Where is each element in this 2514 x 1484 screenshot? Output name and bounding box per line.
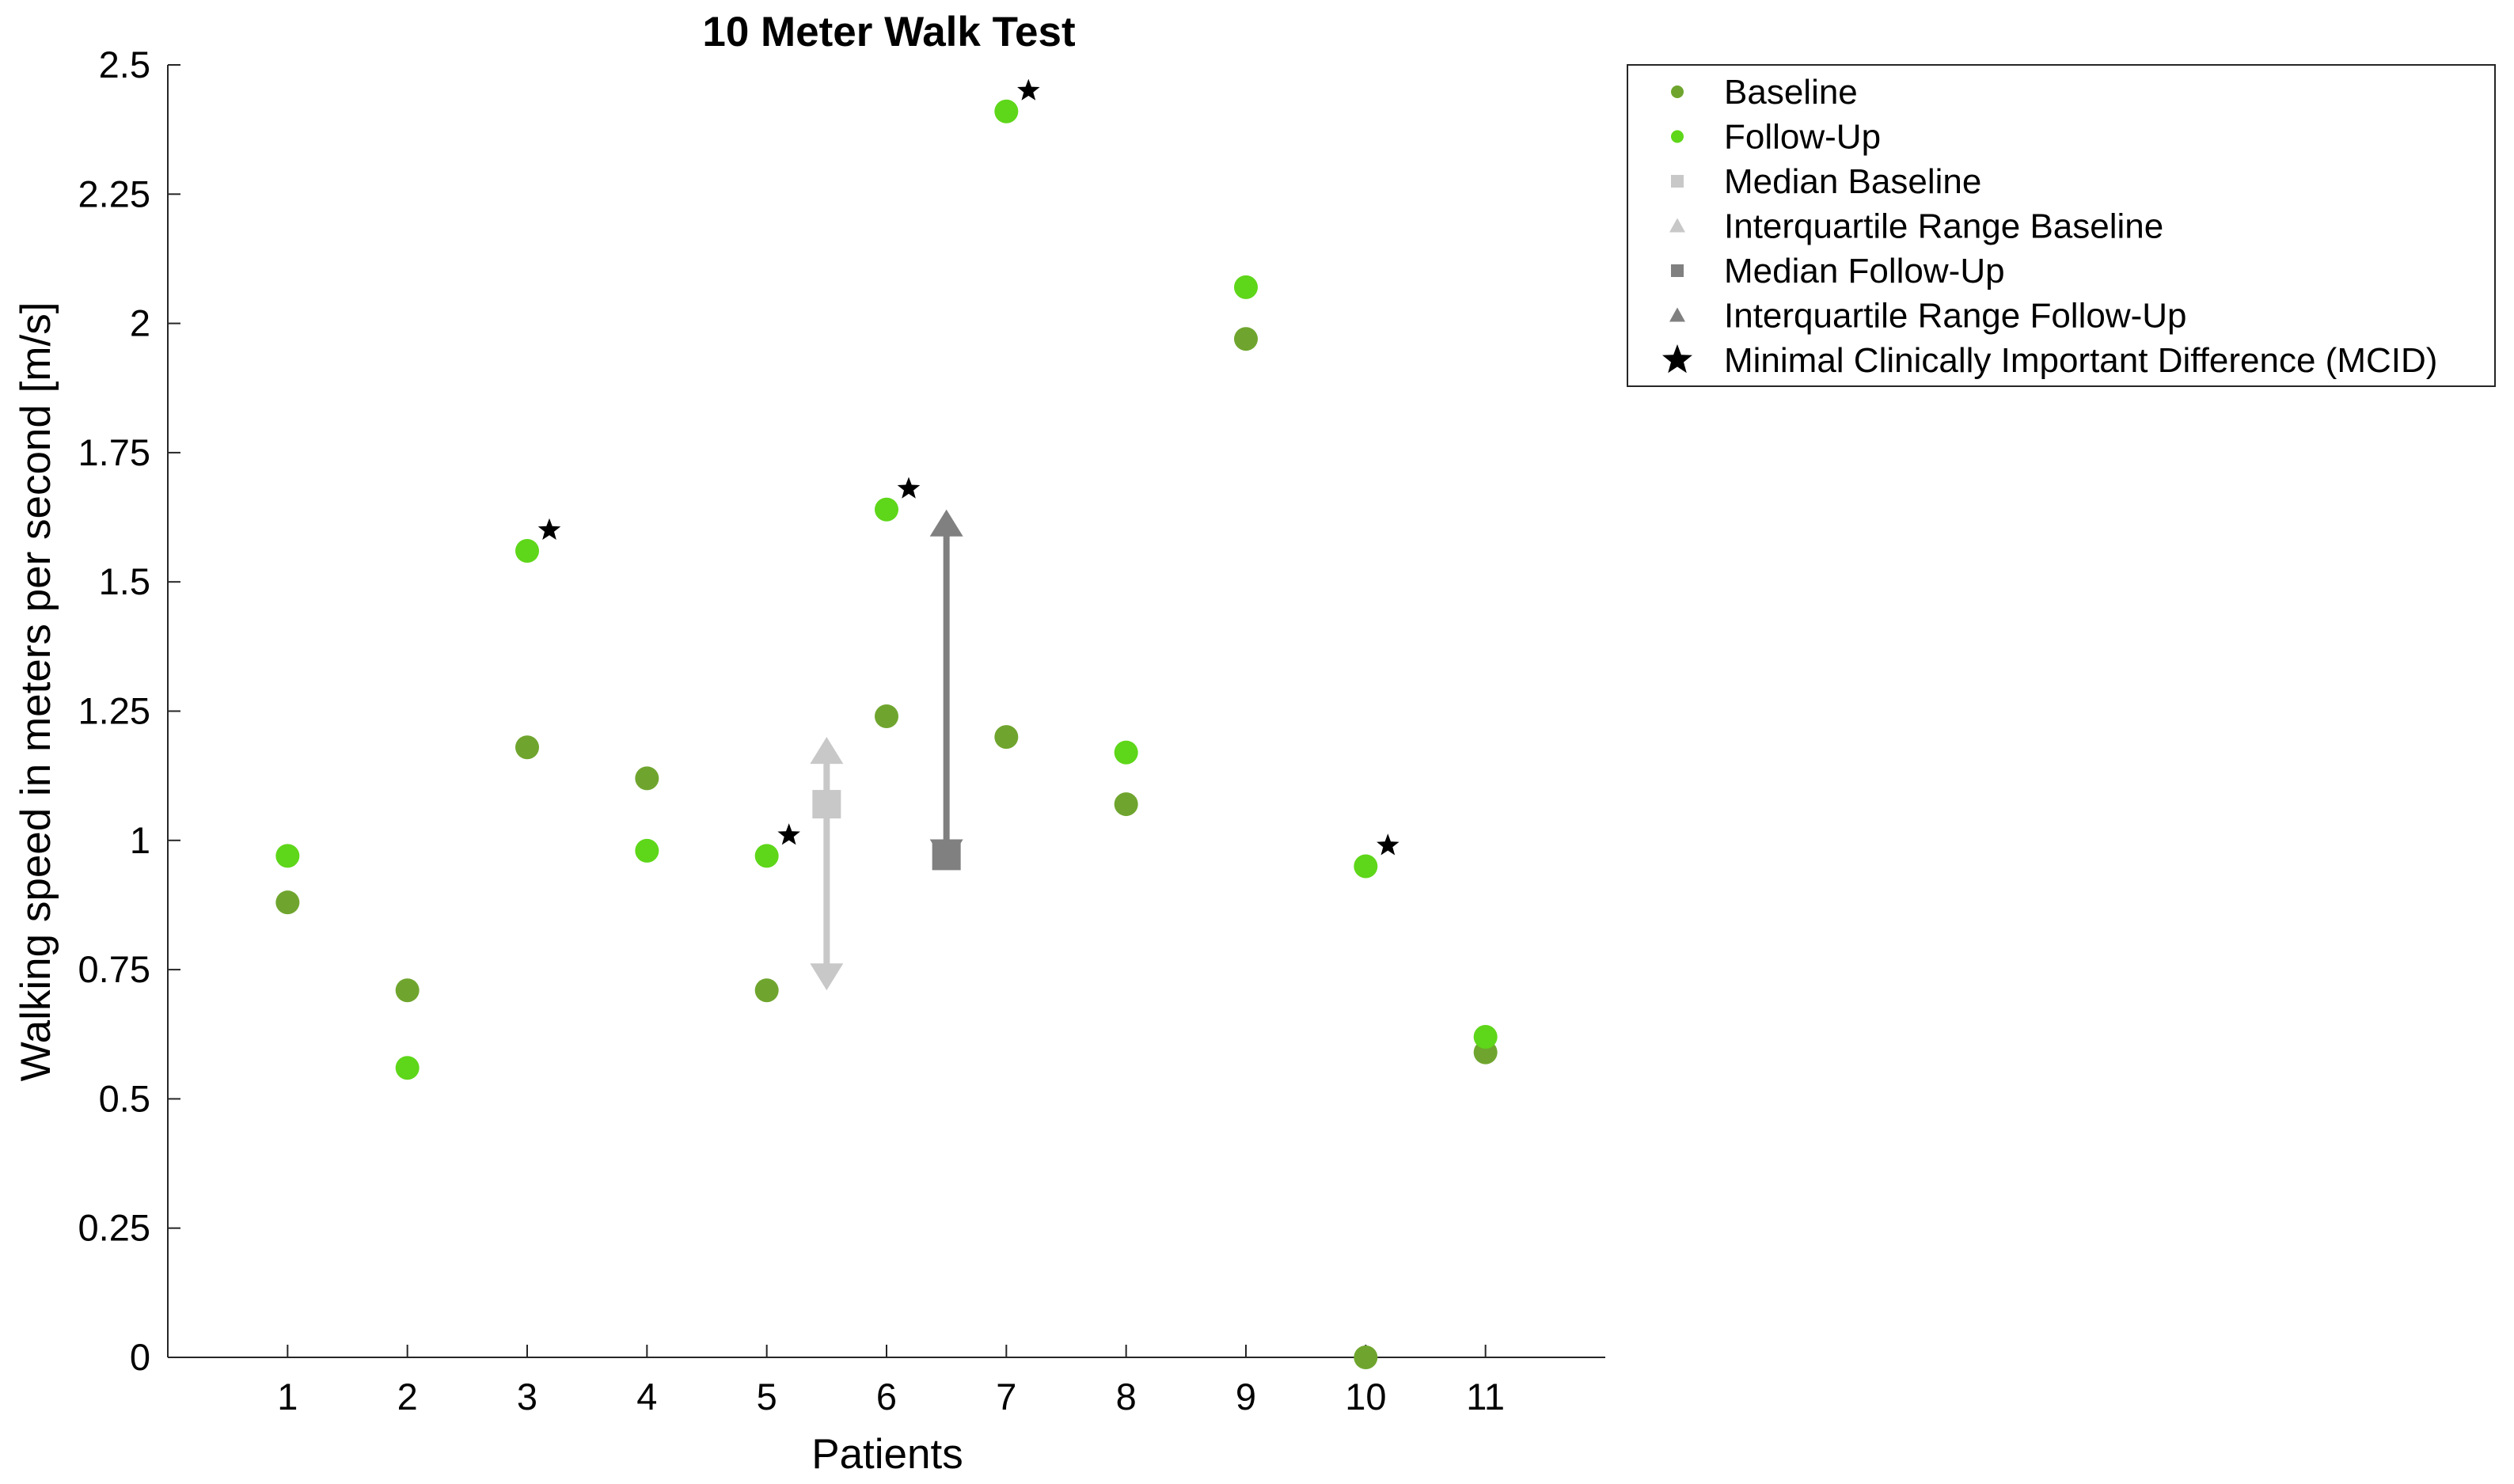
x-tick-label: 9	[1236, 1376, 1256, 1418]
baseline-point	[275, 890, 300, 915]
baseline-point	[1354, 1345, 1378, 1369]
x-axis-title: Patients	[811, 1431, 963, 1478]
legend-iqr-baseline-label: Interquartile Range Baseline	[1724, 207, 2163, 246]
y-tick-label: 0.75	[78, 948, 150, 990]
median-followup-marker	[932, 841, 961, 871]
y-tick-label: 0	[130, 1336, 150, 1378]
legend-median-baseline-marker	[1671, 175, 1684, 188]
legend-box	[1627, 64, 2496, 387]
mcid-star	[1377, 833, 1399, 856]
y-tick-label: 2	[130, 302, 150, 344]
legend-median-followup-marker	[1671, 264, 1684, 277]
baseline-point	[395, 978, 420, 1003]
x-tick-label: 4	[636, 1376, 657, 1418]
x-tick-label: 8	[1116, 1376, 1137, 1418]
iqr-baseline-lower-triangle	[810, 963, 844, 991]
x-tick-label: 7	[996, 1376, 1016, 1418]
legend-iqr-followup-marker	[1669, 307, 1685, 322]
legend-baseline-label: Baseline	[1724, 73, 1858, 112]
x-tick-label: 6	[876, 1376, 897, 1418]
followup-point	[275, 844, 300, 868]
x-tick-label: 3	[517, 1376, 537, 1418]
median-baseline-marker	[812, 790, 841, 819]
y-tick-label: 0.25	[78, 1207, 150, 1249]
legend-followup-label: Follow-Up	[1724, 118, 1881, 157]
y-tick-label: 0.5	[99, 1077, 150, 1119]
followup-point	[1354, 854, 1378, 879]
followup-point	[515, 539, 539, 564]
x-tick-label: 2	[397, 1376, 418, 1418]
baseline-point	[515, 735, 539, 760]
x-tick-label: 1	[277, 1376, 298, 1418]
iqr-followup-upper-triangle	[929, 509, 963, 537]
baseline-point	[635, 766, 659, 791]
baseline-point	[875, 704, 898, 729]
legend-median-baseline-label: Median Baseline	[1724, 162, 1981, 201]
legend-iqr-followup-label: Interquartile Range Follow-Up	[1724, 297, 2187, 336]
followup-point	[1114, 740, 1138, 765]
y-tick-label: 1.75	[78, 431, 150, 473]
chart-title: 10 Meter Walk Test	[702, 9, 1075, 55]
followup-point	[754, 844, 779, 868]
y-tick-label: 1.5	[99, 560, 150, 602]
legend-mcid-marker	[1662, 344, 1692, 374]
mcid-star	[897, 476, 921, 499]
y-tick-label: 2.5	[99, 44, 150, 85]
legend-followup-marker	[1671, 130, 1684, 143]
followup-point	[635, 838, 659, 863]
followup-point	[994, 99, 1019, 123]
baseline-point	[994, 725, 1019, 750]
followup-point	[875, 497, 898, 522]
y-axis-title: Walking speed in meters per second [m/s]	[13, 302, 59, 1082]
axes: 1 2 3 4 5 6 7 8 9 10 11 0 0.25 0.5 0.75 1 1.25 1.5 1.75 2 2.…	[78, 44, 1605, 1418]
y-tick-label: 1	[130, 819, 150, 861]
x-tick-label: 5	[757, 1376, 777, 1418]
y-tick-label: 2.25	[78, 173, 150, 214]
baseline-point	[1114, 792, 1138, 817]
legend-median-followup-label: Median Follow-Up	[1724, 252, 2005, 290]
mcid-star	[1017, 78, 1040, 101]
legend-iqr-baseline-marker	[1669, 218, 1685, 233]
baseline-point	[1234, 327, 1258, 351]
x-tick-label: 11	[1466, 1376, 1505, 1418]
legend-baseline-marker	[1671, 85, 1684, 98]
followup-point	[1234, 275, 1258, 299]
y-tick-label: 1.25	[78, 690, 150, 732]
plot-area	[275, 78, 1498, 1369]
legend: Baseline Follow-Up Median Baseline Interqua…	[1627, 64, 2496, 387]
mcid-star	[777, 823, 800, 845]
iqr-baseline-upper-triangle	[810, 737, 844, 765]
x-tick-label: 10	[1345, 1376, 1386, 1418]
followup-point	[1473, 1025, 1498, 1049]
mcid-star	[537, 518, 561, 540]
baseline-point	[754, 978, 779, 1003]
followup-point	[395, 1056, 420, 1080]
legend-mcid-label: Minimal Clinically Important Difference …	[1724, 341, 2437, 380]
